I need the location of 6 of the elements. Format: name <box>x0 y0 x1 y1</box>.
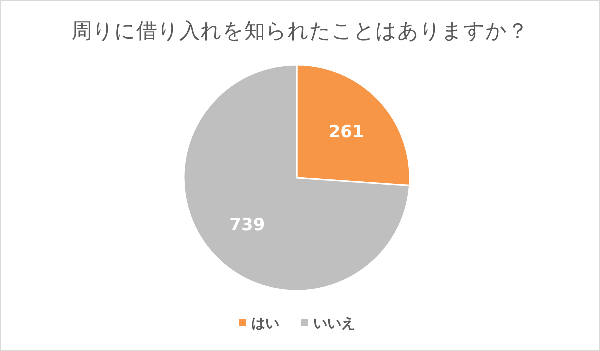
data-label: 261 <box>328 122 364 143</box>
legend-label: はい <box>252 316 280 332</box>
chart-title: 周りに借り入れを知られたことはありますか？ <box>72 19 528 43</box>
legend-label: いいえ <box>314 316 356 332</box>
pie-slice <box>183 64 410 292</box>
data-label: 739 <box>230 215 266 236</box>
